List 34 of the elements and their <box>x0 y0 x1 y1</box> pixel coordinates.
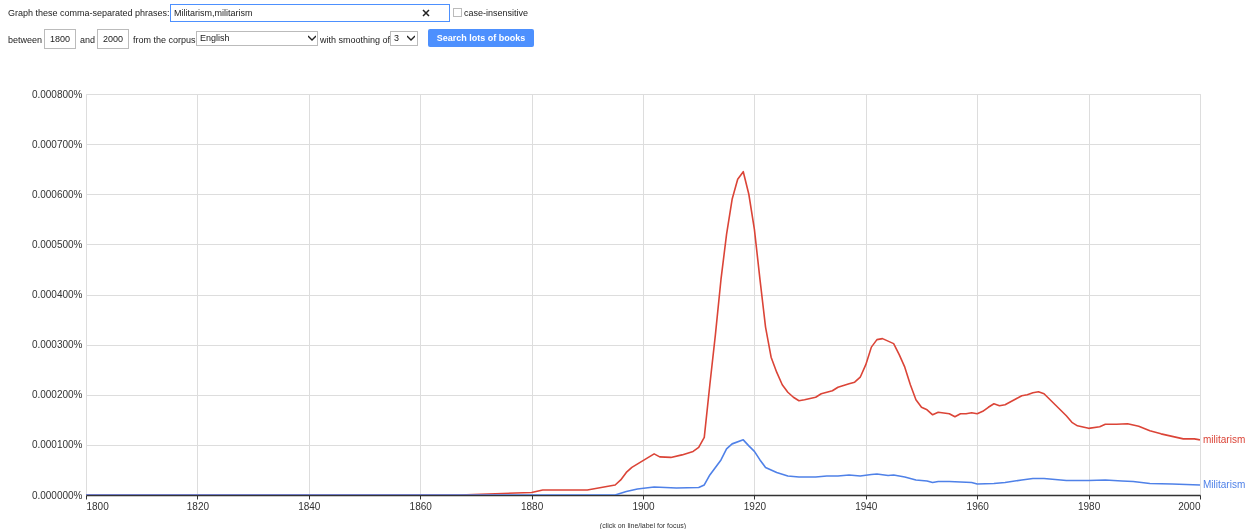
x-tick-label: 1840 <box>298 500 321 512</box>
x-tick-label: 1920 <box>743 500 767 512</box>
x-tick-label: 1880 <box>520 500 544 512</box>
y-tick-label: 0.000000% <box>31 489 83 501</box>
text: and <box>80 34 96 46</box>
smoothing-dropdown: 3 <box>390 31 418 46</box>
x-tick-label: 1860 <box>409 500 433 512</box>
y-tick-label: 0.000700% <box>31 138 83 150</box>
corpus-dropdown: English <box>196 31 318 46</box>
y-tick-label: 0.000300% <box>31 339 83 351</box>
start-year-field: 1800 <box>44 29 76 49</box>
end-year-field: 2000 <box>97 29 129 49</box>
text: from the corpus <box>133 34 196 46</box>
x-tick-label: 1900 <box>632 500 656 512</box>
y-tick-label: 0.000600% <box>31 188 83 200</box>
series-label: militarism <box>1203 433 1246 445</box>
series-label: Militarism <box>1203 478 1246 490</box>
x-tick-label: 1960 <box>966 500 990 512</box>
x-tick-label: 2000 <box>1178 500 1201 512</box>
x-tick-label: 1980 <box>1077 500 1101 512</box>
search-field: Militarism,militarism <box>170 4 450 22</box>
y-tick-label: 0.000200% <box>31 389 83 401</box>
y-tick-label: 0.000100% <box>31 439 83 451</box>
x-tick-label: 1940 <box>855 500 878 512</box>
text: Graph these comma-separated phrases: <box>8 7 170 19</box>
search-button: Search lots of books <box>428 29 534 47</box>
text: between <box>8 34 43 46</box>
y-tick-label: 0.000500% <box>31 238 83 250</box>
x-tick-label: 1820 <box>186 500 210 512</box>
text: case-insensitive <box>464 7 529 19</box>
text: with smoothing of <box>320 34 391 46</box>
y-tick-label: 0.000400% <box>31 289 83 300</box>
x-tick-label: 1800 <box>86 500 110 512</box>
y-tick-label: 0.000800% <box>31 88 83 100</box>
